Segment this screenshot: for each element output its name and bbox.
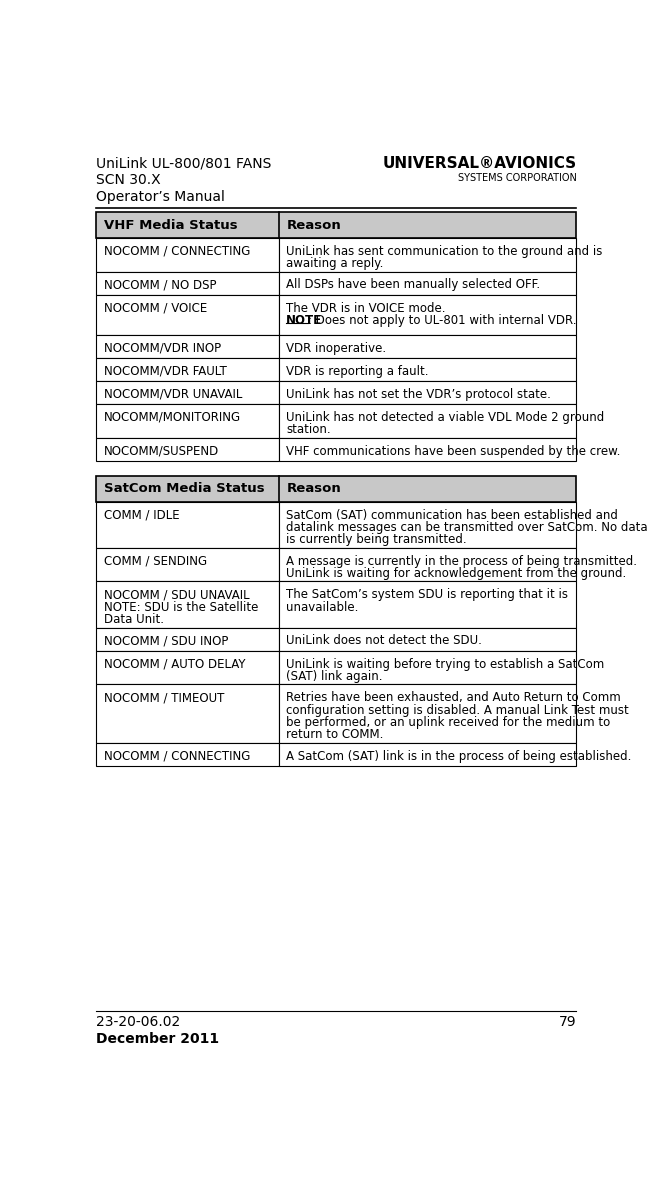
Text: UniLink has not set the VDR’s protocol state.: UniLink has not set the VDR’s protocol s… xyxy=(286,388,551,401)
Text: unavailable.: unavailable. xyxy=(286,600,359,614)
Bar xyxy=(279,335,577,357)
Text: : Does not apply to UL-801 with internal VDR.: : Does not apply to UL-801 with internal… xyxy=(308,314,577,327)
Text: datalink messages can be transmitted over SatCom. No data: datalink messages can be transmitted ove… xyxy=(286,521,648,534)
Text: Operator’s Manual: Operator’s Manual xyxy=(96,190,225,204)
Bar xyxy=(96,476,577,501)
Text: SYSTEMS CORPORATION: SYSTEMS CORPORATION xyxy=(458,173,577,183)
Bar xyxy=(279,548,577,581)
Bar xyxy=(96,381,279,404)
Text: NOCOMM/SUSPEND: NOCOMM/SUSPEND xyxy=(104,444,219,457)
Text: UniLink does not detect the SDU.: UniLink does not detect the SDU. xyxy=(286,634,482,647)
Text: UniLink has sent communication to the ground and is: UniLink has sent communication to the gr… xyxy=(286,245,603,258)
Text: NOCOMM / CONNECTING: NOCOMM / CONNECTING xyxy=(104,245,250,258)
Bar xyxy=(279,404,577,437)
Text: 79: 79 xyxy=(559,1015,577,1028)
Text: NOCOMM/MONITORING: NOCOMM/MONITORING xyxy=(104,411,241,424)
Bar xyxy=(279,685,577,743)
Bar xyxy=(279,381,577,404)
Text: NOCOMM / CONNECTING: NOCOMM / CONNECTING xyxy=(104,750,250,763)
Text: 23-20-06.02: 23-20-06.02 xyxy=(96,1015,180,1028)
Text: SatCom (SAT) communication has been established and: SatCom (SAT) communication has been esta… xyxy=(286,508,618,521)
Bar xyxy=(279,238,577,271)
Bar xyxy=(96,548,279,581)
Text: Reason: Reason xyxy=(286,482,341,495)
Bar xyxy=(96,581,279,627)
Text: be performed, or an uplink received for the medium to: be performed, or an uplink received for … xyxy=(286,716,611,729)
Text: NOCOMM/VDR INOP: NOCOMM/VDR INOP xyxy=(104,342,221,355)
Text: UniLink is waiting for acknowledgement from the ground.: UniLink is waiting for acknowledgement f… xyxy=(286,567,626,580)
Text: configuration setting is disabled. A manual Link Test must: configuration setting is disabled. A man… xyxy=(286,704,629,717)
Bar xyxy=(96,271,279,295)
Text: COMM / SENDING: COMM / SENDING xyxy=(104,554,207,567)
Text: UniLink is waiting before trying to establish a SatCom: UniLink is waiting before trying to esta… xyxy=(286,658,605,671)
Text: NOCOMM / AUTO DELAY: NOCOMM / AUTO DELAY xyxy=(104,658,245,671)
Text: VDR inoperative.: VDR inoperative. xyxy=(286,342,386,355)
Bar xyxy=(279,437,577,461)
Text: NOTE: NOTE xyxy=(286,314,322,327)
Bar xyxy=(279,581,577,627)
Text: VHF Media Status: VHF Media Status xyxy=(104,218,237,231)
Bar xyxy=(96,743,279,766)
Text: station.: station. xyxy=(286,423,331,436)
Text: NOCOMM/VDR FAULT: NOCOMM/VDR FAULT xyxy=(104,364,226,377)
Bar xyxy=(96,335,279,357)
Text: A SatCom (SAT) link is in the process of being established.: A SatCom (SAT) link is in the process of… xyxy=(286,750,632,763)
Text: VHF communications have been suspended by the crew.: VHF communications have been suspended b… xyxy=(286,444,621,457)
Text: UNIVERSAL®AVIONICS: UNIVERSAL®AVIONICS xyxy=(382,156,577,171)
Text: awaiting a reply.: awaiting a reply. xyxy=(286,257,384,270)
Bar xyxy=(96,238,279,271)
Bar xyxy=(96,212,577,238)
Bar xyxy=(96,501,279,548)
Bar xyxy=(96,685,279,743)
Bar xyxy=(96,437,279,461)
Bar xyxy=(279,501,577,548)
Bar xyxy=(279,295,577,335)
Text: COMM / IDLE: COMM / IDLE xyxy=(104,508,179,521)
Text: NOCOMM / SDU INOP: NOCOMM / SDU INOP xyxy=(104,634,228,647)
Text: UniLink UL-800/801 FANS: UniLink UL-800/801 FANS xyxy=(96,156,272,170)
Text: NOCOMM / TIMEOUT: NOCOMM / TIMEOUT xyxy=(104,691,224,704)
Bar xyxy=(96,357,279,381)
Text: (SAT) link again.: (SAT) link again. xyxy=(286,670,383,683)
Bar xyxy=(96,295,279,335)
Text: All DSPs have been manually selected OFF.: All DSPs have been manually selected OFF… xyxy=(286,278,541,291)
Text: December 2011: December 2011 xyxy=(96,1033,219,1047)
Text: NOTE: SDU is the Satellite: NOTE: SDU is the Satellite xyxy=(104,600,258,614)
Text: NOCOMM / SDU UNAVAIL: NOCOMM / SDU UNAVAIL xyxy=(104,588,249,601)
Text: The SatCom’s system SDU is reporting that it is: The SatCom’s system SDU is reporting tha… xyxy=(286,588,568,601)
Bar xyxy=(96,627,279,651)
Text: VDR is reporting a fault.: VDR is reporting a fault. xyxy=(286,364,429,377)
Bar xyxy=(279,651,577,685)
Bar xyxy=(96,404,279,437)
Text: UniLink has not detected a viable VDL Mode 2 ground: UniLink has not detected a viable VDL Mo… xyxy=(286,411,605,424)
Text: NOCOMM/VDR UNAVAIL: NOCOMM/VDR UNAVAIL xyxy=(104,388,242,401)
Text: SCN 30.X: SCN 30.X xyxy=(96,173,161,187)
Bar xyxy=(279,627,577,651)
Bar xyxy=(279,743,577,766)
Text: NOCOMM / NO DSP: NOCOMM / NO DSP xyxy=(104,278,216,291)
Text: The VDR is in VOICE mode.: The VDR is in VOICE mode. xyxy=(286,302,446,315)
Text: SatCom Media Status: SatCom Media Status xyxy=(104,482,264,495)
Text: Retries have been exhausted, and Auto Return to Comm: Retries have been exhausted, and Auto Re… xyxy=(286,691,621,704)
Bar xyxy=(279,271,577,295)
Text: Reason: Reason xyxy=(286,218,341,231)
Text: Data Unit.: Data Unit. xyxy=(104,613,164,626)
Bar xyxy=(96,651,279,685)
Text: NOCOMM / VOICE: NOCOMM / VOICE xyxy=(104,302,207,315)
Text: A message is currently in the process of being transmitted.: A message is currently in the process of… xyxy=(286,554,637,567)
Text: is currently being transmitted.: is currently being transmitted. xyxy=(286,533,467,546)
Bar xyxy=(279,357,577,381)
Text: return to COMM.: return to COMM. xyxy=(286,729,384,742)
